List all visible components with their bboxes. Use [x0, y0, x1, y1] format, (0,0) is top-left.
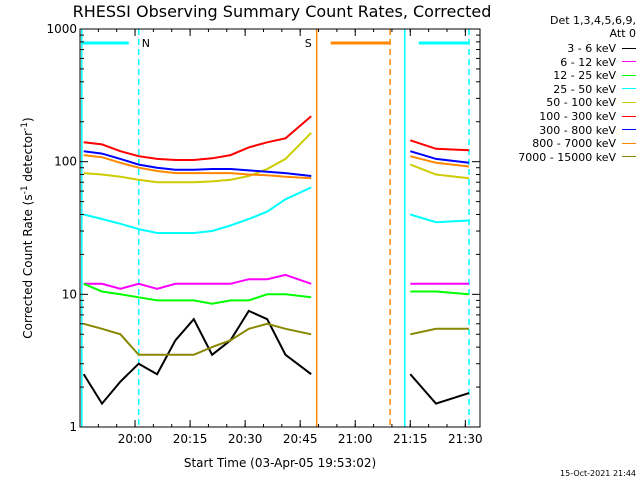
legend-swatch — [622, 74, 636, 76]
series-line-3-seg-0 — [83, 186, 312, 234]
y-tick-label-3: 1000 — [46, 22, 77, 36]
legend-swatch — [622, 88, 636, 90]
x-tick-label-4: 21:00 — [338, 432, 373, 446]
legend-header-line-1: Det 1,3,4,5,6,9, — [549, 14, 636, 27]
legend-label: 12 - 25 keV — [553, 69, 616, 83]
y-label-part-1: -1 — [20, 185, 30, 194]
y-label-part-2: detector — [21, 131, 35, 186]
chart-title: RHESSI Observing Summary Count Rates, Co… — [73, 2, 492, 21]
series-line-6-seg-1 — [410, 150, 470, 164]
x-tick-label-1: 20:15 — [173, 432, 208, 446]
interval-label-2: S — [305, 37, 312, 50]
interval-label-0: N — [142, 37, 150, 50]
legend-label: 3 - 6 keV — [567, 42, 616, 55]
series-line-0-seg-1 — [409, 373, 470, 405]
y-tick-label-0: 1 — [69, 420, 77, 434]
legend-swatch — [622, 47, 636, 49]
legend-item: 25 - 50 keV — [488, 83, 636, 97]
legend-label: 800 - 7000 keV — [532, 137, 616, 151]
legend-header-line-2: Att 0 — [609, 27, 636, 40]
series-line-5-seg-0 — [83, 115, 312, 161]
legend-item: 12 - 25 keV — [488, 69, 636, 83]
legend-item: 100 - 300 keV — [488, 110, 636, 124]
legend-item: 6 - 12 keV — [488, 56, 636, 70]
series-line-4-seg-0 — [83, 132, 312, 184]
legend-swatch — [622, 61, 636, 63]
legend-label: 6 - 12 keV — [560, 55, 616, 69]
legend-label: 100 - 300 keV — [539, 110, 616, 123]
x-tick-label-5: 21:15 — [393, 432, 428, 446]
series-line-5-seg-1 — [409, 139, 470, 152]
y-tick-label-1: 10 — [62, 287, 77, 301]
legend-label: 50 - 100 keV — [546, 96, 616, 110]
series-line-6-seg-0 — [83, 150, 312, 177]
x-tick-label-6: 21:30 — [448, 432, 483, 446]
legend-item: 300 - 800 keV — [488, 124, 636, 138]
series-line-3-seg-1 — [410, 213, 470, 224]
legend-header: Det 1,3,4,5,6,9, Att 0 — [488, 14, 636, 40]
series-line-8-seg-0 — [83, 322, 312, 356]
series-line-2-seg-0 — [83, 282, 312, 305]
y-label-part-3: -1 — [20, 122, 30, 131]
axis-layer: 20:00 20:15 20:30 20:45 21:00 21:15 21:30 1 10 10… — [46, 22, 482, 446]
legend-swatch — [622, 156, 636, 158]
series-line-8-seg-1 — [410, 327, 469, 336]
series-line-1-seg-0 — [83, 273, 312, 290]
legend-label: 25 - 50 keV — [553, 82, 616, 96]
footer-timestamp: 15-Oct-2021 21:44 — [560, 469, 636, 478]
x-axis-label: Start Time (03-Apr-05 19:53:02) — [184, 456, 376, 470]
legend-label: 300 - 800 keV — [539, 123, 616, 137]
legend-swatch — [622, 129, 636, 131]
legend-label: 7000 - 15000 keV — [518, 150, 616, 164]
y-label-part-0: Corrected Count Rate (s — [21, 194, 35, 338]
series-line-2-seg-1 — [410, 290, 470, 296]
legend-swatch — [622, 101, 636, 103]
x-tick-label-2: 20:30 — [228, 432, 263, 446]
legend-swatch — [622, 142, 636, 144]
legend-swatch — [622, 115, 636, 117]
legend-item: 800 - 7000 keV — [488, 137, 636, 151]
series-line-0-seg-0 — [82, 309, 312, 406]
y-axis-label: Corrected Count Rate (s-1 detector-1) — [20, 117, 35, 338]
series-layer — [82, 115, 470, 406]
x-tick-label-0: 20:00 — [118, 432, 153, 446]
x-tick-label-3: 20:45 — [283, 432, 318, 446]
legend-item: 3 - 6 keV — [488, 42, 636, 56]
series-line-4-seg-1 — [409, 163, 470, 180]
series-line-7-seg-0 — [83, 154, 312, 180]
y-tick-label-2: 100 — [54, 155, 77, 169]
legend-item: 50 - 100 keV — [488, 96, 636, 110]
plot-frame — [79, 28, 481, 428]
legend-item: 7000 - 15000 keV — [488, 151, 636, 165]
series-line-7-seg-1 — [410, 155, 470, 168]
y-label-part-4: ) — [21, 117, 35, 122]
